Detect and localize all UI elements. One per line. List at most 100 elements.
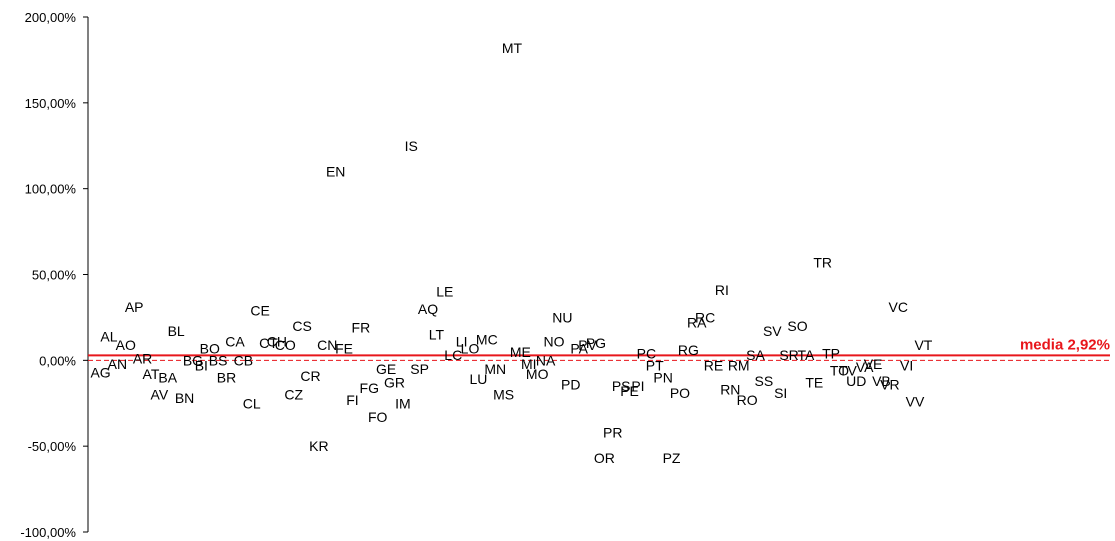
data-point-tp: TP — [822, 345, 840, 361]
data-point-bo: BO — [200, 340, 220, 356]
data-point-ba: BA — [158, 370, 177, 386]
data-point-ap: AP — [125, 299, 144, 315]
data-point-fo: FO — [368, 409, 388, 425]
data-point-me: ME — [510, 344, 531, 360]
data-point-le: LE — [436, 284, 453, 300]
data-point-pa: PA — [570, 340, 588, 356]
data-point-vc: VC — [889, 299, 908, 315]
data-point-sa: SA — [746, 347, 765, 363]
data-point-br: BR — [217, 370, 236, 386]
data-point-al: AL — [100, 328, 117, 344]
data-point-ri: RI — [715, 282, 729, 298]
data-point-mn: MN — [484, 361, 506, 377]
data-point-ct: CT — [259, 335, 278, 351]
data-point-vr: VR — [880, 376, 899, 392]
data-point-or: OR — [594, 450, 615, 466]
data-point-fg: FG — [360, 380, 379, 396]
data-point-ag: AG — [90, 364, 110, 380]
data-point-ch: CH — [267, 333, 287, 349]
data-point-cl: CL — [243, 395, 261, 411]
data-point-ms: MS — [493, 387, 514, 403]
data-point-fr: FR — [352, 320, 371, 336]
data-point-pe: PE — [620, 383, 639, 399]
data-point-ps: PS — [612, 378, 631, 394]
mean-line: media 2,92% — [88, 336, 1110, 357]
data-point-sv: SV — [763, 323, 782, 339]
data-point-nu: NU — [552, 309, 572, 325]
data-point-cn: CN — [317, 337, 337, 353]
data-point-cz: CZ — [284, 387, 303, 403]
data-point-si: SI — [774, 385, 787, 401]
data-point-ge: GE — [376, 361, 396, 377]
data-point-is: IS — [405, 138, 418, 154]
data-point-ra: RA — [687, 315, 707, 331]
y-tick-label: -50,00% — [28, 439, 77, 454]
data-point-bs: BS — [209, 352, 228, 368]
data-point-pt: PT — [646, 357, 664, 373]
data-point-cs: CS — [292, 318, 311, 334]
data-point-tv: TV — [839, 363, 858, 379]
y-tick-label: 200,00% — [25, 10, 77, 25]
data-point-pr: PR — [603, 424, 622, 440]
y-tick-label: 0,00% — [39, 353, 76, 368]
data-point-an: AN — [108, 356, 127, 372]
data-point-lu: LU — [469, 371, 487, 387]
data-point-pn: PN — [653, 370, 672, 386]
data-point-lc: LC — [444, 347, 462, 363]
data-point-va: VA — [856, 359, 874, 375]
data-point-pg: PG — [586, 335, 606, 351]
y-tick-label: -100,00% — [20, 525, 76, 540]
data-point-fe: FE — [335, 340, 353, 356]
data-point-pc: PC — [637, 345, 656, 361]
data-point-mo: MO — [526, 366, 549, 382]
mean-label: media 2,92% — [1020, 336, 1110, 353]
data-point-rn: RN — [720, 382, 740, 398]
data-point-ao: AO — [116, 337, 136, 353]
data-point-gr: GR — [384, 375, 405, 391]
data-point-pv: PV — [578, 337, 597, 353]
data-point-mt: MT — [502, 40, 523, 56]
data-point-lo: LO — [461, 340, 480, 356]
data-point-vt: VT — [914, 337, 932, 353]
data-point-rm: RM — [728, 357, 750, 373]
data-point-sr: SR — [779, 347, 798, 363]
data-point-ar: AR — [133, 351, 152, 367]
data-point-rc: RC — [695, 309, 715, 325]
data-point-en: EN — [326, 164, 345, 180]
data-point-vv: VV — [906, 394, 925, 410]
data-point-vb: VB — [872, 373, 891, 389]
data-point-sp: SP — [410, 361, 429, 377]
data-point-at: AT — [143, 366, 160, 382]
data-point-to: TO — [830, 363, 849, 379]
data-point-fi: FI — [346, 392, 358, 408]
data-point-pd: PD — [561, 376, 580, 392]
data-point-mi: MI — [521, 356, 537, 372]
data-point-ud: UD — [846, 373, 866, 389]
y-tick-label: 100,00% — [25, 182, 77, 197]
data-point-bg: BG — [183, 352, 203, 368]
data-point-lt: LT — [429, 327, 445, 343]
data-point-ta: TA — [797, 347, 815, 363]
data-point-rg: RG — [678, 342, 699, 358]
data-point-mc: MC — [476, 332, 498, 348]
data-point-kr: KR — [309, 438, 328, 454]
data-point-ca: CA — [225, 333, 245, 349]
data-point-po: PO — [670, 385, 690, 401]
data-point-vi: VI — [900, 357, 913, 373]
data-point-cr: CR — [300, 368, 320, 384]
data-point-te: TE — [805, 375, 823, 391]
data-point-so: SO — [787, 318, 807, 334]
y-tick-label: 50,00% — [32, 268, 77, 283]
data-point-pz: PZ — [663, 450, 681, 466]
y-tick-label: 150,00% — [25, 96, 77, 111]
y-axis: 200,00% 150,00% 100,00% 50,00% 0,00% -50,00% -… — [20, 10, 89, 540]
data-point-re: RE — [704, 357, 723, 373]
data-point-ve: VE — [864, 356, 883, 372]
data-point-bn: BN — [175, 390, 194, 406]
data-point-no: NO — [543, 333, 564, 349]
data-point-li: LI — [456, 333, 468, 349]
data-point-bi: BI — [195, 357, 208, 373]
data-point-na: NA — [536, 352, 556, 368]
